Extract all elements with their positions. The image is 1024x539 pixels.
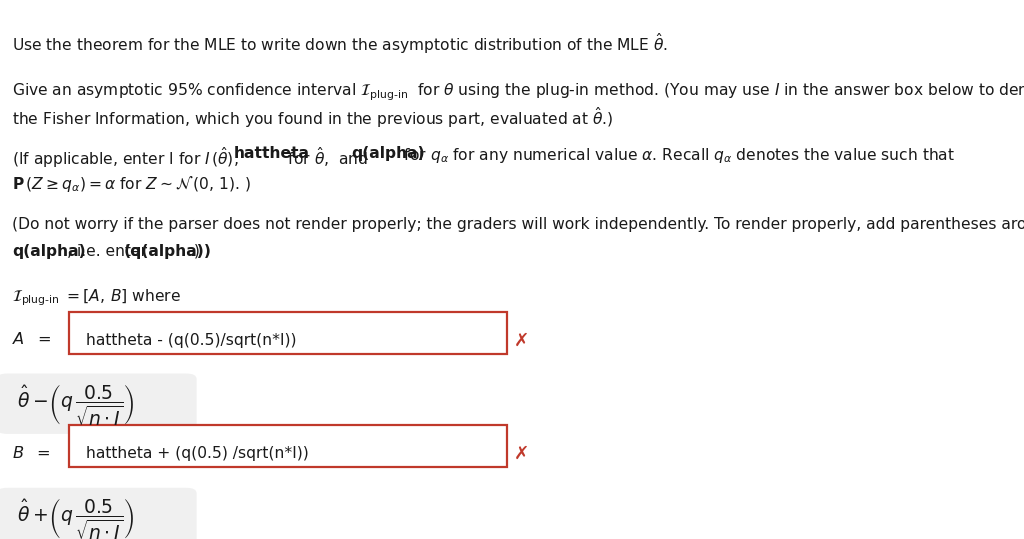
Text: (q(alpha)): (q(alpha)) (124, 244, 212, 259)
FancyBboxPatch shape (69, 425, 507, 467)
Text: Give an asymptotic 95% confidence interval $\mathcal{I}_{\mathrm{plug\text{-}in}: Give an asymptotic 95% confidence interv… (12, 77, 1024, 103)
Text: (Do not worry if the parser does not render properly; the graders will work inde: (Do not worry if the parser does not ren… (12, 217, 1024, 232)
Text: $\hat{\theta} - \!\left(q\,\dfrac{0.5}{\sqrt{n \cdot I}}\right)$: $\hat{\theta} - \!\left(q\,\dfrac{0.5}{\… (17, 383, 135, 428)
Text: q(alpha): q(alpha) (12, 244, 86, 259)
Text: $B$  $=$: $B$ $=$ (12, 445, 51, 461)
Text: the Fisher Information, which you found in the previous part, evaluated at $\hat: the Fisher Information, which you found … (12, 105, 613, 129)
Text: hattheta - (q(0.5)/sqrt(n*I)): hattheta - (q(0.5)/sqrt(n*I)) (86, 333, 297, 348)
Text: ✗: ✗ (514, 445, 529, 462)
Text: $A$  $=$: $A$ $=$ (12, 331, 51, 348)
Text: hattheta + (q(0.5) /sqrt(n*I)): hattheta + (q(0.5) /sqrt(n*I)) (86, 446, 309, 461)
FancyBboxPatch shape (69, 312, 507, 354)
Text: q(alpha): q(alpha) (351, 146, 425, 161)
Text: ✗: ✗ (514, 331, 529, 349)
Text: $\hat{\theta} + \!\left(q\,\dfrac{0.5}{\sqrt{n \cdot I}}\right)$: $\hat{\theta} + \!\left(q\,\dfrac{0.5}{\… (17, 497, 135, 539)
Text: hattheta: hattheta (233, 146, 309, 161)
Text: , i.e. enter: , i.e. enter (67, 244, 152, 259)
FancyBboxPatch shape (0, 488, 197, 539)
FancyBboxPatch shape (0, 374, 197, 434)
Text: $\mathbf{P}\,(Z \geq q_{\alpha}) = \alpha$ for $Z \sim \mathcal{N}\,(0,\,1)$. ): $\mathbf{P}\,(Z \geq q_{\alpha}) = \alph… (12, 174, 252, 194)
Text: (If applicable, enter I for $I\,(\hat{\theta})$,: (If applicable, enter I for $I\,(\hat{\t… (12, 146, 241, 170)
Text: for $q_{\alpha}$ for any numerical value $\alpha$. Recall $q_{\alpha}$ denotes t: for $q_{\alpha}$ for any numerical value… (399, 146, 955, 164)
Text: .): .) (189, 244, 201, 259)
Text: Use the theorem for the MLE to write down the asymptotic distribution of the MLE: Use the theorem for the MLE to write dow… (12, 31, 669, 56)
Text: for $\hat{\theta}$,  and: for $\hat{\theta}$, and (283, 146, 370, 169)
Text: $\mathcal{I}_{\mathrm{plug\text{-}in}}$ $= [A,\, B]$ where: $\mathcal{I}_{\mathrm{plug\text{-}in}}$ … (12, 288, 181, 308)
